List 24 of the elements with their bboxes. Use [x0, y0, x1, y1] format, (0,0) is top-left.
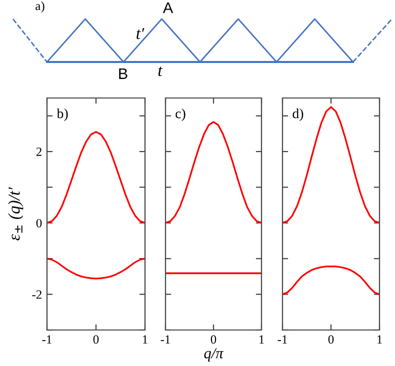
- text: t: [158, 66, 163, 76]
- text: A: [162, 2, 174, 13]
- line-series: [47, 258, 145, 280]
- x-tick-label: -1: [160, 335, 170, 344]
- x-tick-label: 0: [328, 335, 334, 344]
- y-tick-label: 0: [36, 218, 42, 228]
- line-series: [47, 131, 145, 224]
- x-axis-title: q/π: [204, 348, 224, 362]
- y-axis-title: ε$_{±}$ (q)/t′: [8, 187, 24, 240]
- x-tick-label: -1: [42, 335, 52, 344]
- x-tick-label: 1: [377, 335, 382, 344]
- x-tick-label: 1: [259, 335, 264, 344]
- y-tick-label: 2: [36, 148, 42, 156]
- x-tick-label: 1: [142, 335, 148, 344]
- annotation: b): [56, 108, 68, 122]
- x-tick-label: 0: [93, 335, 99, 344]
- y-tick-label: -2: [32, 290, 42, 299]
- text: t′: [136, 28, 144, 40]
- annotation: d): [292, 108, 304, 122]
- annotation: c): [176, 108, 186, 122]
- x-tick-label: -1: [278, 335, 287, 344]
- text: B: [119, 68, 128, 79]
- x-tick-label: 0: [210, 335, 216, 344]
- text: a): [36, 1, 44, 13]
